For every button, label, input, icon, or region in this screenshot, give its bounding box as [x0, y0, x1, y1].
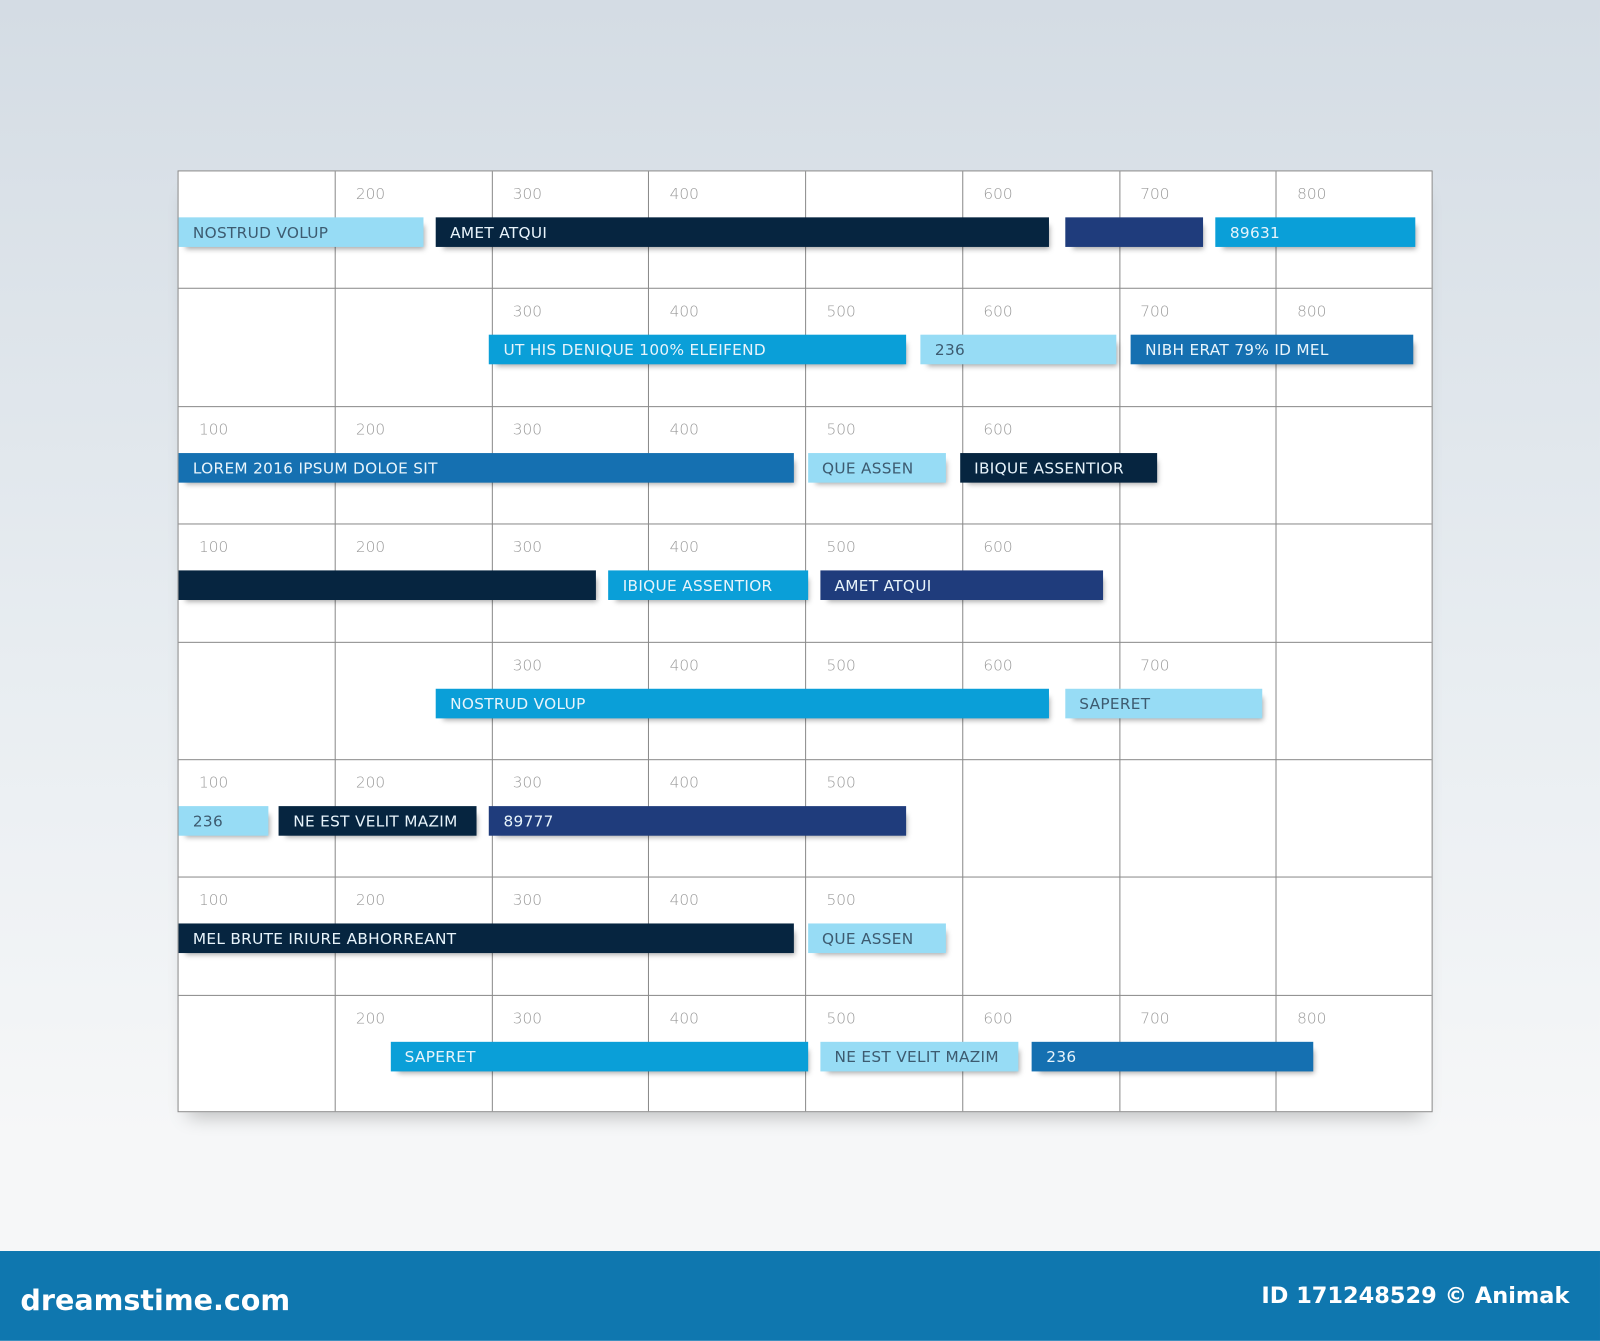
tick-label: 400: [669, 773, 699, 792]
gantt-bar: UT HIS DENIQUE 100% ELEIFEND: [489, 335, 907, 365]
gantt-bar: MEL BRUTE IRIURE ABHORREANT: [178, 923, 794, 954]
tick-label: 100: [198, 891, 229, 910]
gantt-grid: 200 300 400 600 700 800 NOSTRUD VOLUP AMET ATQU…: [177, 170, 1433, 1113]
gantt-bar: 236: [1032, 1041, 1313, 1072]
tick-label: 300: [512, 537, 542, 557]
gantt-bar: QUE ASSEN: [807, 923, 946, 954]
tick-label: 300: [512, 655, 542, 674]
grid-column-line: [1118, 171, 1120, 1112]
tick-label: 400: [669, 537, 699, 557]
gantt-bar: NE EST VELIT MAZIM: [820, 1041, 1018, 1072]
gantt-bar: NOSTRUD VOLUP: [435, 688, 1050, 718]
gantt-bar: AMET ATQUI: [435, 217, 1050, 247]
gantt-bar: 236: [178, 805, 268, 836]
tick-label: 800: [1297, 1008, 1327, 1028]
gantt-bar: [1064, 217, 1204, 247]
gantt-bar: AMET ATQUI: [820, 570, 1103, 601]
tick-label: 500: [826, 420, 856, 439]
gantt-bar: SAPERET: [390, 1041, 808, 1072]
tick-label: 300: [512, 891, 542, 910]
tick-label: 600: [983, 537, 1013, 557]
gantt-bar: 89631: [1215, 217, 1415, 247]
tick-label: 600: [983, 420, 1013, 439]
footer-bar: dreamstime.com ID 171248529 © Animak: [0, 1251, 1600, 1341]
tick-label: 300: [512, 773, 542, 792]
tick-label: 600: [983, 302, 1013, 321]
tick-label: 400: [669, 302, 699, 321]
watermark-logo: dreamstime.com: [20, 1283, 291, 1318]
gantt-bar: SAPERET: [1064, 688, 1263, 718]
tick-label: 200: [355, 537, 386, 557]
tick-label: 300: [512, 420, 542, 439]
tick-label: 300: [512, 184, 542, 204]
tick-label: 500: [826, 537, 856, 557]
tick-label: 600: [983, 184, 1013, 204]
tick-label: 700: [1140, 302, 1170, 321]
tick-label: 500: [826, 302, 856, 321]
tick-label: 100: [198, 537, 229, 557]
tick-label: 700: [1140, 1008, 1170, 1028]
image-credit: ID 171248529 © Animak: [1261, 1283, 1570, 1310]
tick-label: 400: [669, 1008, 699, 1028]
tick-label: 200: [355, 184, 386, 204]
grid-row-line: [178, 876, 1432, 878]
tick-label: 800: [1297, 302, 1327, 321]
gantt-bar: NE EST VELIT MAZIM: [278, 805, 477, 836]
gantt-bar: QUE ASSEN: [807, 452, 946, 483]
tick-label: 400: [669, 655, 699, 674]
grid-row-line: [178, 994, 1432, 996]
tick-label: 600: [983, 1008, 1013, 1028]
tick-label: 500: [826, 891, 856, 910]
tick-label: 300: [512, 302, 542, 321]
gantt-bar: [178, 570, 596, 601]
gantt-bar: IBIQUE ASSENTIOR: [959, 452, 1158, 483]
grid-row-line: [178, 641, 1432, 643]
gantt-bar: 89777: [489, 805, 907, 836]
grid-column-line: [961, 171, 964, 1112]
tick-label: 300: [512, 1008, 542, 1028]
gantt-bar: 236: [920, 335, 1117, 365]
gantt-bar: NOSTRUD VOLUP: [178, 217, 424, 247]
tick-label: 500: [826, 773, 856, 792]
tick-label: 700: [1140, 184, 1170, 204]
tick-label: 400: [669, 891, 699, 910]
tick-label: 600: [983, 655, 1013, 674]
grid-column-line: [1275, 171, 1277, 1112]
tick-label: 200: [355, 1008, 386, 1028]
tick-label: 400: [669, 184, 699, 204]
tick-label: 200: [355, 891, 386, 910]
tick-label: 700: [1140, 655, 1170, 674]
gantt-bar: LOREM 2016 IPSUM DOLOE SIT: [178, 452, 794, 483]
tick-label: 500: [826, 1008, 856, 1028]
tick-label: 500: [826, 655, 856, 674]
tick-label: 200: [355, 420, 386, 439]
tick-label: 400: [669, 420, 699, 439]
tick-label: 100: [198, 420, 229, 439]
tick-label: 200: [355, 773, 386, 792]
gantt-bar: IBIQUE ASSENTIOR: [608, 570, 808, 601]
grid-row-line: [178, 759, 1432, 761]
gantt-bar: NIBH ERAT 79% ID MEL: [1130, 335, 1414, 365]
tick-label: 100: [198, 773, 229, 792]
tick-label: 800: [1297, 184, 1327, 204]
